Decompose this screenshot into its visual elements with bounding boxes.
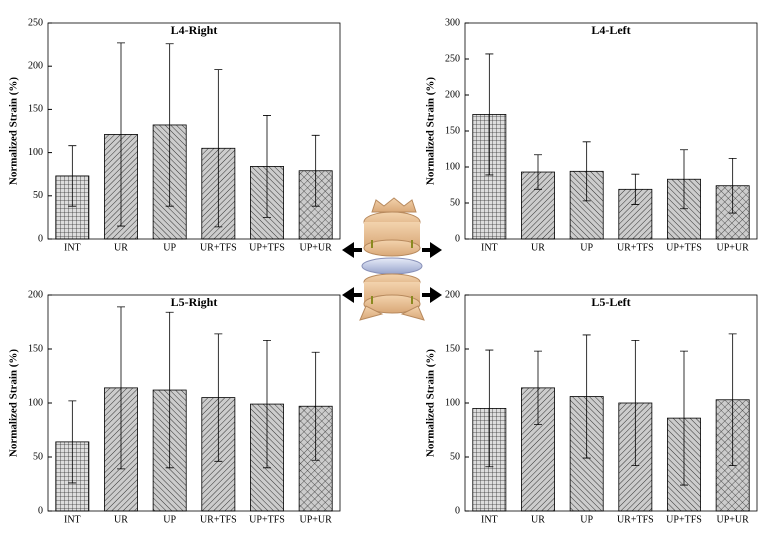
error-bar: [214, 333, 223, 462]
x-tick-label: INT: [64, 242, 81, 253]
error-bar: [263, 339, 271, 469]
y-tick-label: 50: [450, 197, 460, 208]
x-tick-label: UR: [114, 242, 128, 253]
error-bar: [68, 400, 77, 484]
y-tick-label: 0: [455, 233, 460, 244]
y-tick-label: 0: [455, 505, 460, 516]
y-tick-label: 50: [450, 451, 460, 462]
error-bar: [311, 134, 320, 207]
y-tick-label: 150: [28, 104, 43, 115]
y-tick-label: 300: [445, 17, 460, 28]
error-bar: [214, 69, 223, 228]
y-axis-label: Normalized Strain (%): [425, 349, 437, 457]
error-bar: [311, 351, 320, 461]
x-tick-label: UP+TFS: [666, 242, 702, 253]
x-tick-label: UP+TFS: [666, 514, 702, 525]
y-tick-label: 100: [28, 397, 43, 408]
y-tick-label: 50: [33, 451, 43, 462]
error-bar: [485, 53, 494, 176]
y-tick-label: 250: [445, 53, 460, 64]
y-tick-label: 200: [28, 289, 43, 300]
x-tick-label: UP: [580, 514, 593, 525]
y-axis-label: Normalized Strain (%): [8, 349, 20, 457]
chart-title: L4-Right: [171, 23, 218, 37]
error-bar: [680, 350, 688, 486]
error-bar: [728, 333, 737, 467]
plot-frame: [47, 294, 341, 512]
y-tick-label: 200: [445, 289, 460, 300]
error-bar: [263, 115, 271, 218]
error-bar: [117, 42, 125, 227]
y-tick-label: 150: [445, 125, 460, 136]
y-tick-label: 0: [38, 505, 43, 516]
y-tick-label: 50: [33, 190, 43, 201]
chart-title: L4-Left: [591, 23, 630, 37]
error-bar: [165, 311, 174, 469]
y-tick-label: 100: [445, 397, 460, 408]
error-bar: [582, 334, 591, 459]
x-tick-label: UP+UR: [717, 514, 750, 525]
error-bar: [117, 306, 125, 470]
error-bar: [68, 145, 77, 207]
x-tick-label: UP+TFS: [249, 242, 285, 253]
x-tick-label: UP+UR: [717, 242, 750, 253]
y-tick-label: 150: [445, 343, 460, 354]
y-tick-label: 100: [445, 161, 460, 172]
x-tick-label: UR: [531, 242, 545, 253]
x-tick-label: UR+TFS: [200, 242, 237, 253]
error-bar: [631, 339, 640, 467]
y-tick-label: 100: [28, 147, 43, 158]
y-tick-label: 200: [28, 60, 43, 71]
x-tick-label: INT: [481, 242, 498, 253]
x-tick-label: UR+TFS: [617, 242, 654, 253]
plot-frame: [47, 22, 341, 240]
error-bar: [680, 149, 688, 210]
y-tick-label: 150: [28, 343, 43, 354]
x-tick-label: UP+TFS: [249, 514, 285, 525]
spine-illustration: [342, 197, 442, 321]
x-tick-label: UP: [580, 242, 593, 253]
x-tick-label: UR+TFS: [617, 514, 654, 525]
error-bar: [165, 43, 174, 207]
x-tick-label: UP: [163, 242, 176, 253]
x-tick-label: INT: [64, 514, 81, 525]
x-tick-label: UP+UR: [300, 242, 333, 253]
y-tick-label: 250: [28, 17, 43, 28]
error-bar: [534, 154, 542, 190]
x-tick-label: INT: [481, 514, 498, 525]
x-tick-label: UR+TFS: [200, 514, 237, 525]
chart-title: L5-Left: [591, 295, 630, 309]
error-bar: [485, 349, 494, 468]
error-bar: [534, 350, 542, 425]
plot-frame: [464, 294, 758, 512]
x-tick-label: UP: [163, 514, 176, 525]
y-axis-label: Normalized Strain (%): [8, 77, 20, 185]
x-tick-label: UR: [531, 514, 545, 525]
y-tick-label: 0: [38, 233, 43, 244]
y-axis-label: Normalized Strain (%): [425, 77, 437, 185]
error-bar: [728, 157, 737, 214]
x-tick-label: UR: [114, 514, 128, 525]
chart-title: L5-Right: [171, 295, 218, 309]
plot-frame: [464, 22, 758, 240]
error-bar: [631, 173, 640, 205]
error-bar: [582, 141, 591, 202]
y-tick-label: 200: [445, 89, 460, 100]
x-tick-label: UP+UR: [300, 514, 333, 525]
